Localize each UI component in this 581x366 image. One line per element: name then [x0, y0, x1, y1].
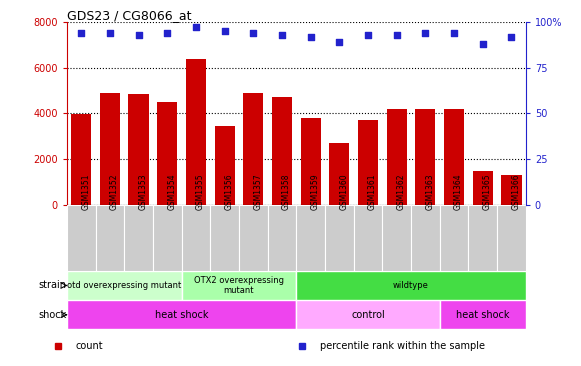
Text: GSM1351: GSM1351: [81, 174, 90, 210]
Bar: [157, 102, 177, 205]
Bar: [468, 205, 497, 271]
Point: [335, 39, 344, 45]
Bar: [444, 109, 464, 205]
Bar: [67, 205, 95, 271]
Bar: [100, 93, 120, 205]
Bar: [473, 171, 493, 205]
Point: [478, 41, 487, 47]
Bar: [296, 205, 325, 271]
Text: GSM1352: GSM1352: [110, 174, 119, 210]
Text: strain: strain: [38, 280, 66, 291]
Text: heat shock: heat shock: [155, 310, 209, 320]
Point: [363, 32, 372, 38]
Text: percentile rank within the sample: percentile rank within the sample: [320, 341, 485, 351]
Bar: [71, 114, 91, 205]
Text: GSM1356: GSM1356: [225, 173, 234, 210]
Bar: [501, 175, 522, 205]
Text: GSM1360: GSM1360: [339, 173, 349, 210]
Bar: [128, 94, 149, 205]
Bar: [214, 126, 235, 205]
Bar: [329, 143, 349, 205]
Bar: [382, 205, 411, 271]
Bar: [411, 205, 440, 271]
Text: GSM1359: GSM1359: [311, 173, 320, 210]
Text: wildtype: wildtype: [393, 281, 429, 290]
Point: [249, 30, 258, 36]
Bar: [325, 205, 354, 271]
Bar: [67, 300, 296, 329]
Bar: [440, 300, 526, 329]
Bar: [415, 109, 435, 205]
Text: GSM1354: GSM1354: [167, 173, 176, 210]
Bar: [300, 118, 321, 205]
Bar: [387, 109, 407, 205]
Point: [163, 30, 172, 36]
Point: [277, 32, 286, 38]
Text: GSM1357: GSM1357: [253, 173, 262, 210]
Bar: [296, 300, 440, 329]
Point: [134, 32, 143, 38]
Text: GSM1366: GSM1366: [511, 173, 521, 210]
Bar: [186, 59, 206, 205]
Point: [450, 30, 459, 36]
Bar: [210, 205, 239, 271]
Bar: [67, 271, 181, 300]
Point: [105, 30, 114, 36]
Bar: [153, 205, 182, 271]
Point: [507, 34, 516, 40]
Bar: [181, 205, 210, 271]
Bar: [497, 205, 526, 271]
Text: GSM1361: GSM1361: [368, 174, 377, 210]
Bar: [124, 205, 153, 271]
Point: [392, 32, 401, 38]
Bar: [95, 205, 124, 271]
Bar: [243, 93, 263, 205]
Text: GSM1363: GSM1363: [425, 173, 435, 210]
Text: GSM1362: GSM1362: [397, 174, 406, 210]
Bar: [272, 97, 292, 205]
Text: shock: shock: [38, 310, 66, 320]
Text: GSM1365: GSM1365: [483, 173, 492, 210]
Text: OTX2 overexpressing
mutant: OTX2 overexpressing mutant: [194, 276, 284, 295]
Text: control: control: [351, 310, 385, 320]
Bar: [296, 271, 526, 300]
Text: GSM1355: GSM1355: [196, 173, 205, 210]
Bar: [440, 205, 468, 271]
Point: [421, 30, 430, 36]
Bar: [268, 205, 296, 271]
Point: [191, 25, 200, 30]
Text: GSM1364: GSM1364: [454, 173, 463, 210]
Bar: [181, 271, 296, 300]
Text: GSM1353: GSM1353: [138, 173, 148, 210]
Point: [220, 28, 229, 34]
Bar: [358, 120, 378, 205]
Bar: [354, 205, 382, 271]
Point: [306, 34, 315, 40]
Text: GDS23 / CG8066_at: GDS23 / CG8066_at: [67, 9, 191, 22]
Text: count: count: [76, 341, 103, 351]
Bar: [239, 205, 268, 271]
Point: [77, 30, 86, 36]
Text: otd overexpressing mutant: otd overexpressing mutant: [67, 281, 181, 290]
Text: heat shock: heat shock: [456, 310, 510, 320]
Text: GSM1358: GSM1358: [282, 174, 291, 210]
